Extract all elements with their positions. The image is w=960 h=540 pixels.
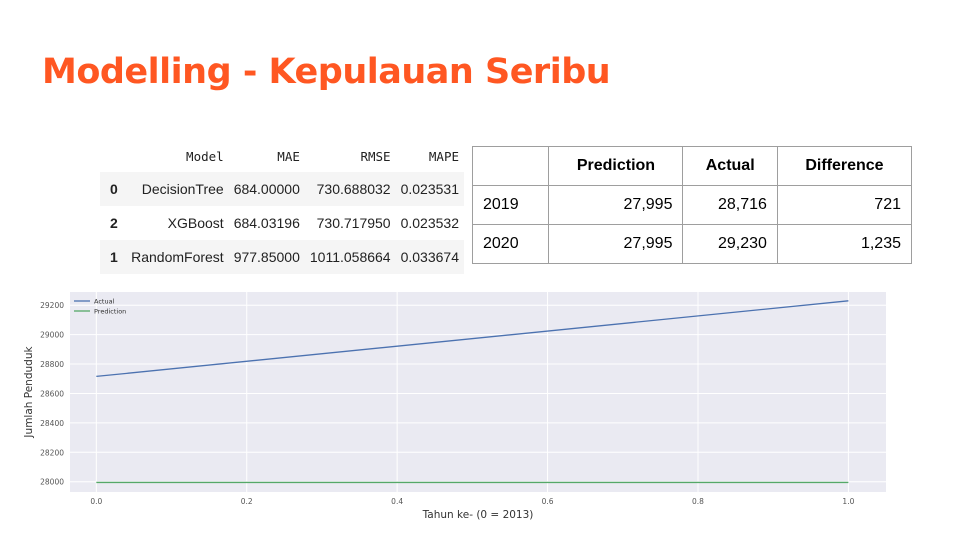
legend-label: Prediction bbox=[94, 308, 126, 316]
model-name: XGBoost bbox=[167, 215, 224, 231]
model-metrics-table: Model MAE RMSE MAPE 0 DecisionTree 684.0… bbox=[100, 145, 464, 274]
prediction-comparison-table: Prediction Actual Difference 2019 27,995… bbox=[471, 146, 913, 264]
x-tick-label: 0.6 bbox=[542, 497, 554, 506]
y-tick-label: 29200 bbox=[40, 301, 64, 310]
metrics-header-model: Model bbox=[186, 149, 224, 164]
slide-title: Modelling - Kepulauan Seribu bbox=[42, 52, 611, 92]
plot-area bbox=[70, 292, 886, 492]
table-row: 2019 27,995 28,716 721 bbox=[471, 185, 913, 225]
comparison-header-prediction: Prediction bbox=[548, 146, 684, 186]
actual-cell: 29,230 bbox=[682, 224, 778, 264]
y-tick-label: 28200 bbox=[40, 448, 64, 457]
actual-cell: 28,716 bbox=[682, 185, 778, 225]
rmse-value: 730.717950 bbox=[316, 215, 391, 231]
row-index: 2 bbox=[110, 215, 118, 231]
metrics-header-index bbox=[100, 145, 126, 172]
mape-value: 0.023531 bbox=[400, 181, 459, 197]
y-tick-label: 28600 bbox=[40, 389, 64, 398]
prediction-cell: 27,995 bbox=[548, 224, 684, 264]
metrics-header-mae: MAE bbox=[277, 149, 300, 164]
comparison-header-row: Prediction Actual Difference bbox=[471, 146, 913, 186]
legend-label: Actual bbox=[94, 298, 115, 306]
x-tick-label: 1.0 bbox=[842, 497, 854, 506]
comparison-header-blank bbox=[471, 146, 550, 186]
y-tick-label: 28800 bbox=[40, 360, 64, 369]
difference-cell: 1,235 bbox=[776, 224, 913, 264]
y-tick-label: 28000 bbox=[40, 478, 64, 487]
metrics-header-mape: MAPE bbox=[428, 149, 459, 164]
mae-value: 684.03196 bbox=[233, 215, 300, 231]
mape-value: 0.033674 bbox=[400, 249, 459, 265]
table-row: 2 XGBoost 684.03196 730.717950 0.023532 bbox=[100, 206, 464, 240]
chart-legend: Actual Prediction bbox=[74, 298, 126, 316]
y-tick-labels: 28000 28200 28400 28600 28800 29000 29200 bbox=[40, 301, 64, 486]
metrics-header-rmse: RMSE bbox=[360, 149, 391, 164]
metrics-header-row: Model MAE RMSE MAPE bbox=[100, 145, 464, 172]
y-tick-label: 29000 bbox=[40, 331, 64, 340]
x-tick-label: 0.4 bbox=[391, 497, 403, 506]
table-row: 2020 27,995 29,230 1,235 bbox=[471, 224, 913, 264]
comparison-header-difference: Difference bbox=[776, 146, 913, 186]
x-axis-label: Tahun ke- (0 = 2013) bbox=[422, 509, 534, 521]
row-index: 0 bbox=[110, 181, 118, 197]
comparison-header-actual: Actual bbox=[682, 146, 778, 186]
population-line-chart: 0.0 0.2 0.4 0.6 0.8 1.0 280002820028400286002… bbox=[23, 292, 886, 521]
x-tick-label: 0.8 bbox=[692, 497, 704, 506]
rmse-value: 1011.058664 bbox=[309, 249, 391, 265]
table-row: 0 DecisionTree 684.00000 730.688032 0.02… bbox=[100, 172, 464, 206]
mae-value: 977.85000 bbox=[233, 249, 300, 265]
year-cell: 2020 bbox=[471, 224, 550, 264]
model-name: DecisionTree bbox=[141, 181, 224, 197]
x-tick-label: 0.2 bbox=[241, 497, 253, 506]
x-tick-labels: 0.0 0.2 0.4 0.6 0.8 1.0 bbox=[90, 497, 854, 506]
table-row: 1 RandomForest 977.85000 1011.058664 0.0… bbox=[100, 240, 464, 274]
series-line-actual bbox=[96, 300, 849, 378]
mae-value: 684.00000 bbox=[233, 181, 300, 197]
grid-lines bbox=[70, 292, 886, 492]
row-index: 1 bbox=[110, 249, 118, 265]
model-name: RandomForest bbox=[131, 249, 224, 265]
x-tick-label: 0.0 bbox=[90, 497, 102, 506]
y-tick-label: 28400 bbox=[40, 419, 64, 428]
series-lines bbox=[96, 300, 849, 484]
difference-cell: 721 bbox=[776, 185, 913, 225]
mape-value: 0.023532 bbox=[400, 215, 459, 231]
y-axis-label: Jumlah Penduduk bbox=[23, 346, 35, 439]
rmse-value: 730.688032 bbox=[316, 181, 391, 197]
prediction-cell: 27,995 bbox=[548, 185, 684, 225]
year-cell: 2019 bbox=[471, 185, 550, 225]
